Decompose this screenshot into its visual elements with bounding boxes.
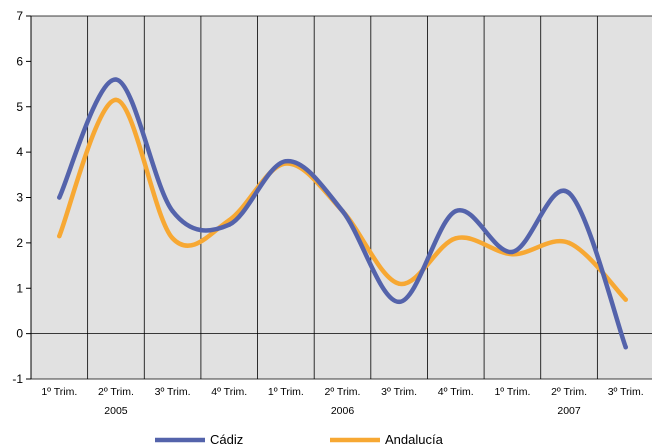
- y-tick-label: 6: [16, 54, 23, 68]
- x-tick-label: 4º Trim.: [211, 386, 247, 398]
- x-tick-label: 2º Trim.: [551, 386, 587, 398]
- data-point: [566, 190, 572, 196]
- year-label: 2006: [331, 405, 355, 417]
- x-axis: 1º Trim. 2º Trim. 3º Trim. 4º Trim. 1º Trim.…: [41, 386, 643, 417]
- x-tick-label: 1º Trim.: [268, 386, 304, 398]
- legend-label: Andalucía: [385, 432, 444, 447]
- year-label: 2005: [104, 405, 128, 417]
- y-tick-label: 1: [16, 281, 23, 295]
- x-tick-label: 1º Trim.: [494, 386, 530, 398]
- data-point: [453, 208, 458, 214]
- x-tick-label: 3º Trim.: [381, 386, 417, 398]
- x-tick-label: 1º Trim.: [41, 386, 77, 398]
- y-tick-label: 0: [16, 327, 23, 341]
- data-point: [227, 222, 232, 227]
- y-axis: -1 0 1 2 3 4 5 6 7: [12, 9, 32, 386]
- data-point: [170, 236, 175, 241]
- data-point: [113, 97, 119, 103]
- data-point: [57, 233, 62, 239]
- year-label: 2007: [557, 405, 581, 417]
- data-point: [510, 249, 515, 255]
- x-tick-label: 2º Trim.: [325, 386, 361, 398]
- data-point: [340, 208, 345, 214]
- legend-label: Cádiz: [210, 432, 243, 447]
- y-tick-label: -1: [12, 372, 23, 386]
- y-tick-label: 3: [16, 191, 23, 205]
- data-point: [623, 345, 628, 350]
- x-tick-label: 4º Trim.: [438, 386, 474, 398]
- y-tick-label: 2: [16, 236, 23, 250]
- x-tick-label: 2º Trim.: [98, 386, 134, 398]
- y-tick-label: 4: [16, 145, 23, 159]
- data-point: [396, 281, 402, 286]
- y-tick-label: 5: [16, 100, 23, 114]
- grid: [31, 15, 652, 380]
- data-point: [170, 208, 175, 214]
- data-point: [57, 195, 62, 200]
- data-point: [453, 236, 458, 241]
- data-point: [227, 217, 232, 223]
- data-point: [623, 297, 628, 302]
- data-point: [283, 159, 289, 164]
- legend: Cádiz Andalucía: [155, 432, 444, 447]
- data-point: [113, 77, 119, 82]
- x-tick-label: 3º Trim.: [608, 386, 644, 398]
- data-point: [566, 240, 572, 246]
- data-point: [396, 299, 402, 305]
- plot-area: [31, 16, 652, 379]
- series-lines: [57, 77, 628, 350]
- y-tick-label: 7: [16, 9, 23, 23]
- x-tick-label: 3º Trim.: [155, 386, 191, 398]
